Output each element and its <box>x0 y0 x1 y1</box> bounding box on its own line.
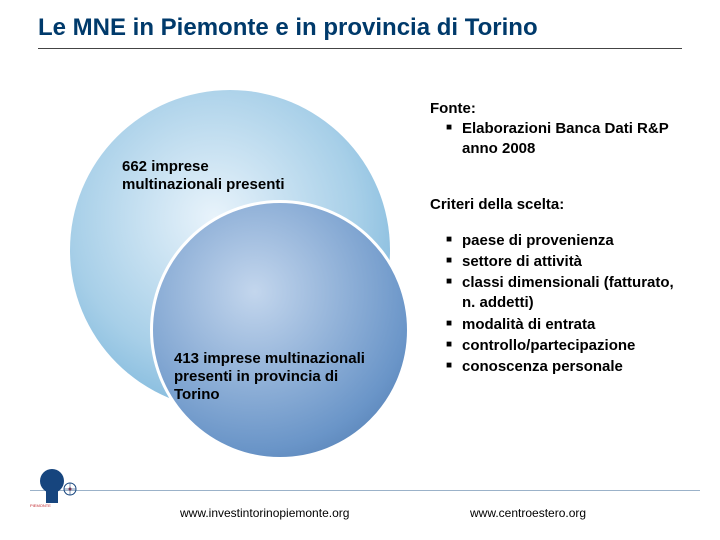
list-item: settore di attività <box>446 252 690 272</box>
fonte-list: Elaborazioni Banca Dati R&P anno 2008 <box>430 119 690 160</box>
footer-url-right: www.centroestero.org <box>470 506 586 520</box>
criteri-list: paese di provenienza settore di attività… <box>430 231 690 378</box>
list-item: modalità di entrata <box>446 315 690 335</box>
venn-inner-label: 413 imprese multinazionali presenti in p… <box>174 350 374 404</box>
list-item: conoscenza personale <box>446 357 690 377</box>
right-panel: Fonte: Elaborazioni Banca Dati R&P anno … <box>430 100 690 378</box>
footer-url-left: www.investintorinopiemonte.org <box>180 506 349 520</box>
venn-outer-label: 662 imprese multinazionali presenti <box>122 158 292 194</box>
footer: PIEMONTE www.investintorinopiemonte.org … <box>30 490 700 520</box>
criteri-heading: Criteri della scelta: <box>430 196 690 213</box>
logo: PIEMONTE <box>30 465 90 514</box>
venn-inner-circle <box>150 200 410 460</box>
svg-text:PIEMONTE: PIEMONTE <box>30 503 51 508</box>
slide: Le MNE in Piemonte e in provincia di Tor… <box>0 0 720 540</box>
fonte-heading: Fonte: <box>430 100 690 117</box>
list-item: Elaborazioni Banca Dati R&P anno 2008 <box>446 119 690 160</box>
venn-diagram: 662 imprese multinazionali presenti 413 … <box>40 70 420 460</box>
list-item: controllo/partecipazione <box>446 336 690 356</box>
list-item: classi dimensionali (fatturato, n. addet… <box>446 273 690 314</box>
page-title: Le MNE in Piemonte e in provincia di Tor… <box>38 14 682 49</box>
list-item: paese di provenienza <box>446 231 690 251</box>
